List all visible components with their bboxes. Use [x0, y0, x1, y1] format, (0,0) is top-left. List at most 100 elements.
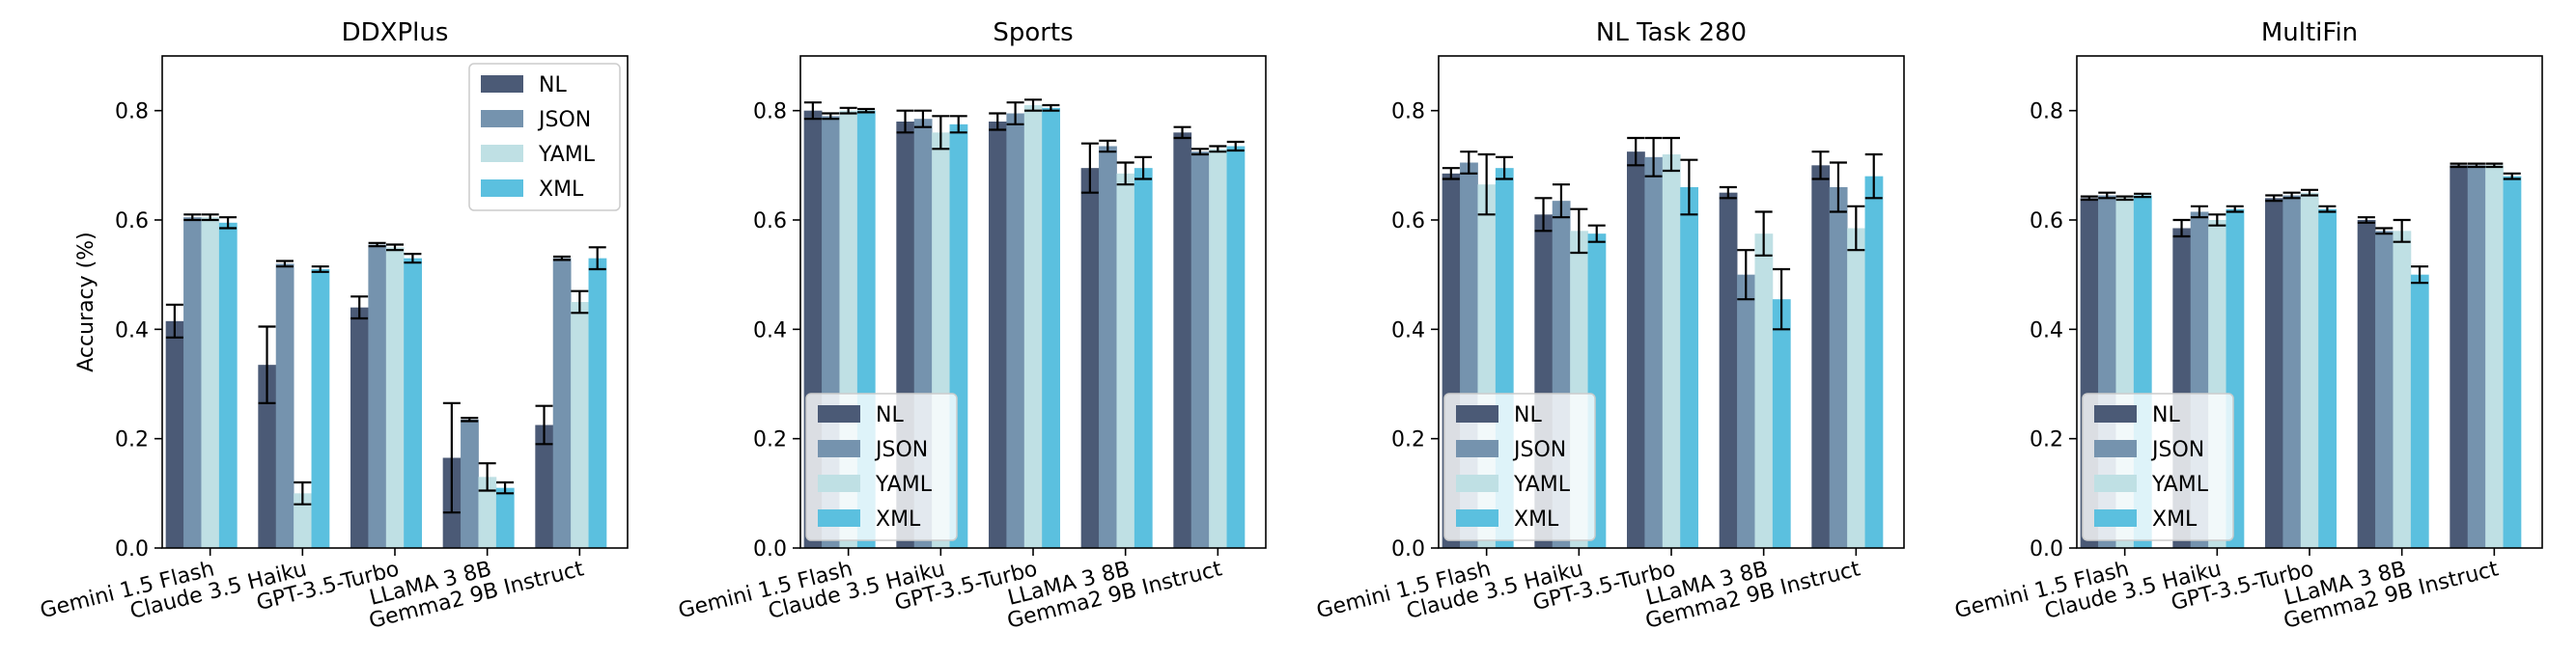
legend: NL JSON YAML XML [468, 63, 621, 211]
legend-swatch-nl [1456, 405, 1498, 423]
legend-swatch-xml [818, 509, 860, 527]
bar-xml [218, 222, 238, 549]
legend-label: YAML [875, 473, 933, 497]
bar-nl [1811, 165, 1831, 549]
bars-group [803, 98, 1246, 549]
legend: NL JSON YAML XML [805, 393, 958, 541]
legend-swatch-json [818, 440, 860, 457]
y-tick-label: 0.4 [753, 318, 787, 343]
bar-yaml [571, 302, 589, 548]
bar-yaml [1209, 149, 1227, 549]
bar-xml [1772, 299, 1791, 548]
y-tick-label: 0.4 [115, 318, 149, 343]
y-tick-label: 0.8 [753, 100, 787, 124]
bar-json [1644, 156, 1664, 549]
bar-nl [350, 307, 369, 548]
legend-label: NL [876, 403, 904, 427]
bar-nl [258, 365, 277, 548]
legend-label: JSON [537, 108, 591, 132]
bar-nl [1719, 192, 1738, 548]
bar-json [1099, 146, 1117, 548]
bars-group [1442, 136, 1884, 549]
plot-frame [799, 55, 1267, 549]
legend-swatch-yaml [2094, 475, 2137, 492]
bar-nl [2450, 165, 2469, 549]
bar-xml [588, 258, 607, 548]
legend-label: YAML [1513, 473, 1571, 497]
bar-json [1829, 187, 1848, 548]
bar-yaml [2485, 165, 2504, 549]
legend-swatch-nl [818, 405, 860, 423]
legend-box [2082, 393, 2234, 541]
bar-json [2375, 231, 2394, 549]
legend: NL JSON YAML XML [2082, 393, 2234, 541]
y-tick-label: 0.0 [1391, 537, 1425, 562]
legend-label: XML [1514, 507, 1559, 532]
bar-yaml [1662, 154, 1681, 548]
bar-xml [1864, 176, 1884, 548]
bars-group [165, 213, 607, 549]
bar-yaml [1754, 233, 1774, 548]
y-tick-label: 0.2 [115, 428, 149, 452]
bar-nl [989, 122, 1007, 548]
legend-swatch-yaml [818, 475, 860, 492]
legend-label: JSON [2150, 438, 2204, 462]
bar-json [1190, 151, 1210, 548]
plot-frame [2076, 55, 2543, 549]
y-tick-label: 0.6 [115, 209, 149, 233]
y-tick-label: 0.6 [2030, 209, 2063, 233]
y-tick-label: 0.0 [753, 537, 787, 562]
bar-nl [2357, 220, 2376, 548]
bar-yaml [478, 477, 497, 548]
bar-nl [1080, 168, 1100, 548]
y-tick-label: 0.8 [115, 100, 149, 124]
y-tick-label: 0.4 [1391, 318, 1425, 343]
y-tick-label: 0.2 [1391, 428, 1425, 452]
bar-xml [2503, 176, 2522, 548]
legend-label: NL [2152, 403, 2180, 427]
y-tick-label: 0.0 [2030, 537, 2063, 562]
bar-json [183, 217, 202, 548]
legend-box [805, 393, 958, 541]
bar-xml [1042, 107, 1060, 548]
bar-yaml [385, 247, 405, 548]
chart-title: DDXPlus [342, 18, 449, 47]
legend-label: NL [1514, 403, 1542, 427]
chart-title: MultiFin [2261, 18, 2358, 47]
y-tick-label: 0.8 [2030, 100, 2063, 124]
legend-label: JSON [1512, 438, 1566, 462]
bar-nl [165, 320, 184, 548]
y-tick-label: 0.2 [753, 428, 787, 452]
bar-json [461, 419, 479, 548]
bar-json [275, 263, 294, 548]
legend-box [468, 63, 621, 211]
y-tick-label: 0.4 [2030, 318, 2063, 343]
chart-title: Sports [993, 18, 1073, 47]
legend-label: XML [539, 178, 584, 202]
y-tick-label: 0.6 [753, 209, 787, 233]
legend-label: XML [876, 507, 921, 532]
legend-label: YAML [538, 143, 596, 167]
legend-label: JSON [874, 438, 928, 462]
legend-swatch-json [481, 110, 523, 127]
bar-json [368, 244, 387, 548]
bar-json [552, 258, 572, 548]
legend-swatch-nl [2094, 405, 2137, 423]
legend-label: XML [2152, 507, 2198, 532]
bar-yaml [1847, 228, 1865, 548]
bar-xml [1134, 168, 1153, 548]
bar-xml [2410, 274, 2429, 548]
plot-frame [161, 55, 629, 549]
legend-swatch-nl [481, 75, 523, 93]
bar-json [1737, 274, 1755, 548]
legend-swatch-yaml [1456, 475, 1498, 492]
bar-xml [2318, 208, 2337, 548]
y-tick-label: 0.6 [1391, 209, 1425, 233]
y-tick-label: 0.2 [2030, 428, 2063, 452]
bar-xml [495, 487, 515, 548]
bar-nl [1627, 151, 1645, 548]
bar-yaml [2300, 192, 2319, 548]
bar-json [1006, 113, 1025, 548]
legend: NL JSON YAML XML [1443, 393, 1596, 541]
